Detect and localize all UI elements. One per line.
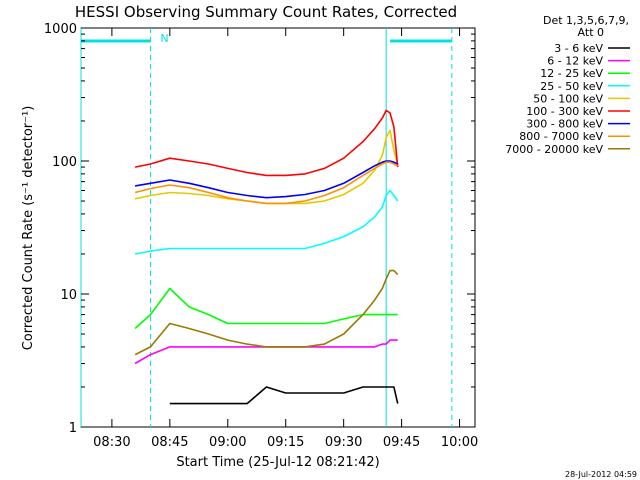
series-line-4: [134, 129, 399, 205]
x-tick-label-5: 09:45: [383, 435, 420, 450]
x-tick-label-6: 10:00: [441, 435, 478, 450]
series-line-3: [134, 189, 399, 255]
legend-label-1: 6 - 12 keV: [547, 55, 603, 68]
tick-layer: 08:30 08:45 09:00 09:15 09:30 09:45 10:00 1 10 10…: [44, 22, 478, 450]
timestamp: 28-Jul-2012 04:59: [565, 470, 637, 479]
legend-label-3: 25 - 50 keV: [540, 80, 603, 93]
x-tick-label-0: 08:30: [93, 435, 130, 450]
x-axis-label: Start Time (25-Jul-12 08:21:42): [176, 455, 379, 470]
observation-markers: [80, 28, 453, 427]
legend-label-5: 100 - 300 keV: [526, 105, 603, 118]
series-line-8: [134, 269, 399, 356]
y-axis-label: Corrected Count Rate (s⁻¹ detector⁻¹): [21, 106, 36, 351]
x-tick-label-2: 09:00: [209, 435, 246, 450]
x-tick-label-1: 08:45: [151, 435, 188, 450]
legend-label-0: 3 - 6 keV: [554, 42, 603, 55]
x-tick-label-4: 09:30: [325, 435, 362, 450]
y-tick-label-3: 1000: [44, 22, 77, 37]
y-tick-label-1: 10: [60, 288, 77, 303]
y-tick-label-2: 100: [52, 155, 77, 170]
marker-label: N: [160, 32, 168, 45]
legend-label-6: 300 - 800 keV: [526, 118, 603, 131]
series-line-2: [134, 287, 398, 330]
legend-header-line-1: Det 1,3,5,6,7,9,: [543, 14, 629, 27]
series-line-0: [169, 386, 399, 405]
plot-area: 08:30 08:45 09:00 09:15 09:30 09:45 10:00 1 10 10…: [44, 22, 478, 450]
y-tick-label-0: 1: [69, 421, 77, 436]
legend-label-7: 800 - 7000 keV: [519, 130, 603, 143]
legend-header-line-2: Att 0: [578, 26, 604, 39]
legend-label-4: 50 - 100 keV: [533, 92, 603, 105]
series-line-7: [134, 161, 399, 205]
x-tick-label-3: 09:15: [267, 435, 304, 450]
chart-title: HESSI Observing Summary Count Rates, Cor…: [75, 3, 457, 21]
series-line-5: [134, 109, 399, 177]
legend-label-8: 7000 - 20000 keV: [505, 143, 603, 156]
series-line-6: [134, 160, 399, 199]
legend-label-2: 12 - 25 keV: [540, 67, 603, 80]
series-layer: [134, 109, 399, 405]
